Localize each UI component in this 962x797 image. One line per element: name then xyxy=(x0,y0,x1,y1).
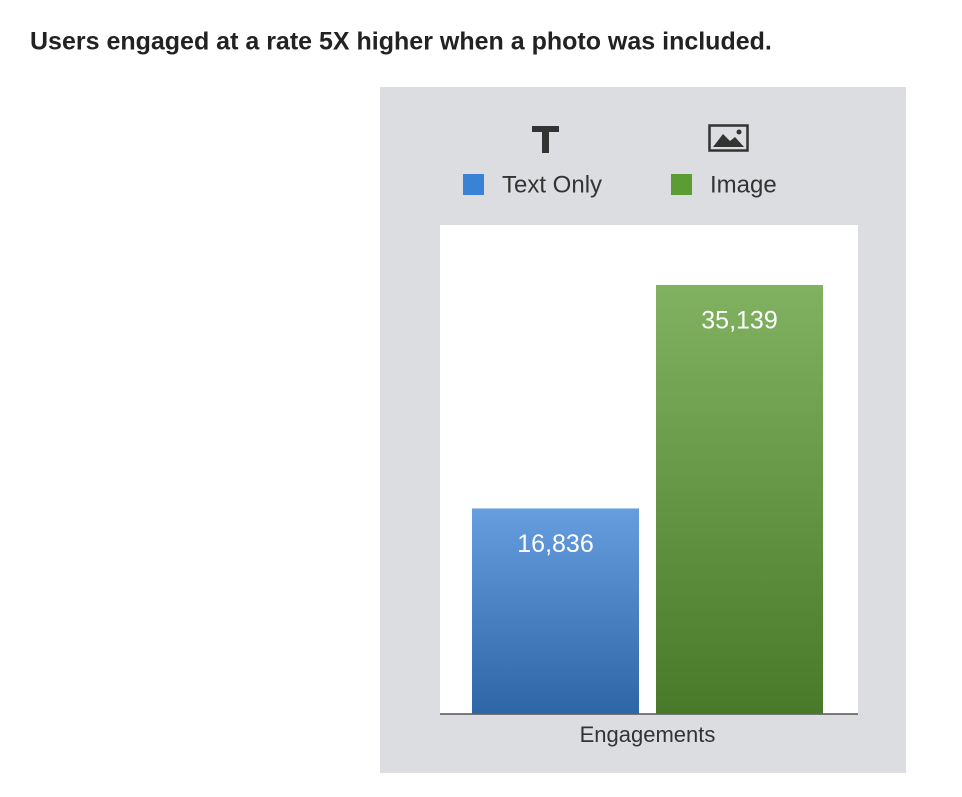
image-icon xyxy=(708,124,749,152)
legend-label: Image xyxy=(710,171,777,198)
bar-shade xyxy=(656,285,823,714)
legend-swatch xyxy=(671,174,692,195)
chart-title: Users engaged at a rate 5X higher when a… xyxy=(30,28,772,56)
x-axis-label: Engagements xyxy=(580,722,716,747)
bar-shade xyxy=(472,508,639,714)
text-icon xyxy=(532,126,559,153)
value-label: 35,139 xyxy=(701,307,777,335)
legend-swatch xyxy=(463,174,484,195)
value-label: 16,836 xyxy=(517,530,593,558)
legend: Text Only Image xyxy=(463,171,777,198)
legend-label: Text Only xyxy=(502,171,602,198)
